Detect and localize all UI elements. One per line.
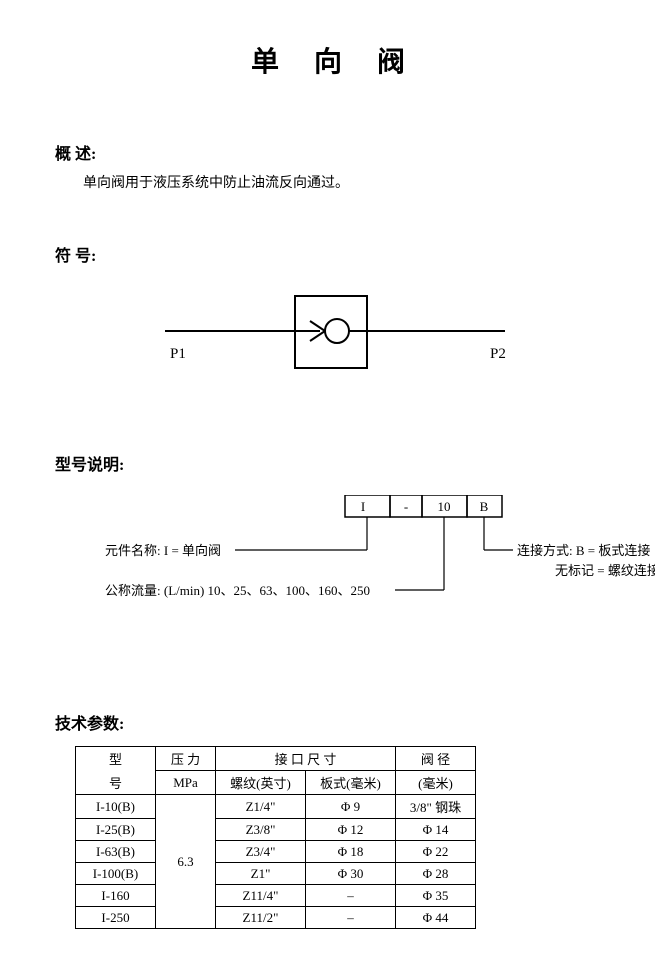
col-plate: 板式(毫米) [306,771,396,795]
component-label: 元件名称: I = 单向阀 [105,543,221,558]
model-heading: 型号说明: [55,451,615,475]
p2-label: P2 [490,346,506,362]
connection-label-2: 无标记 = 螺纹连接 [555,563,655,578]
svg-text:10: 10 [438,499,451,514]
connection-label-1: 连接方式: B = 板式连接 [517,543,650,558]
col-thread: 螺纹(英寸) [216,771,306,795]
svg-text:B: B [480,499,489,514]
table-row: I-10(B) 6.3 Z1/4" Φ 9 3/8" 钢珠 [76,795,476,819]
specs-heading: 技术参数: [55,710,615,734]
table-row: I-63(B) Z3/4" Φ 18 Φ 22 [76,841,476,863]
col-port-top: 接 口 尺 寸 [216,747,396,771]
col-bore-bot: (毫米) [396,771,476,795]
table-row: I-250 Z11/2" – Φ 44 [76,907,476,929]
svg-text:-: - [404,499,408,514]
pressure-cell: 6.3 [156,795,216,929]
col-pressure-top: 压 力 [156,747,216,771]
page-title: 单 向 阀 [55,40,615,80]
col-model-top: 型 [76,747,156,771]
flow-label: 公称流量: (L/min) 10、25、63、100、160、250 [105,583,370,598]
check-valve-symbol-svg: P1 P2 [145,286,525,386]
table-row: I-160 Z11/4" – Φ 35 [76,885,476,907]
document-page: 单 向 阀 概 述: 单向阀用于液压系统中防止油流反向通过。 符 号: P1 P… [0,0,670,969]
symbol-heading: 符 号: [55,242,615,266]
svg-text:I: I [361,499,365,514]
table-header-row-1: 型 压 力 接 口 尺 寸 阀 径 [76,747,476,771]
overview-heading: 概 述: [55,140,615,164]
col-pressure-bot: MPa [156,771,216,795]
table-row: I-100(B) Z1" Φ 30 Φ 28 [76,863,476,885]
p1-label: P1 [170,346,186,362]
table-header-row-2: 号 MPa 螺纹(英寸) 板式(毫米) (毫米) [76,771,476,795]
overview-text: 单向阀用于液压系统中防止油流反向通过。 [83,172,615,192]
symbol-diagram: P1 P2 [145,286,525,391]
col-bore-top: 阀 径 [396,747,476,771]
col-model-bot: 号 [76,771,156,795]
model-diagram: I - 10 B 元件名称: I = 单向阀 公称流量: (L/min) 10、… [95,495,615,650]
specs-table: 型 压 力 接 口 尺 寸 阀 径 号 MPa 螺纹(英寸) 板式(毫米) (毫… [75,746,476,929]
table-row: I-25(B) Z3/8" Φ 12 Φ 14 [76,819,476,841]
model-diagram-svg: I - 10 B 元件名称: I = 单向阀 公称流量: (L/min) 10、… [95,495,655,645]
